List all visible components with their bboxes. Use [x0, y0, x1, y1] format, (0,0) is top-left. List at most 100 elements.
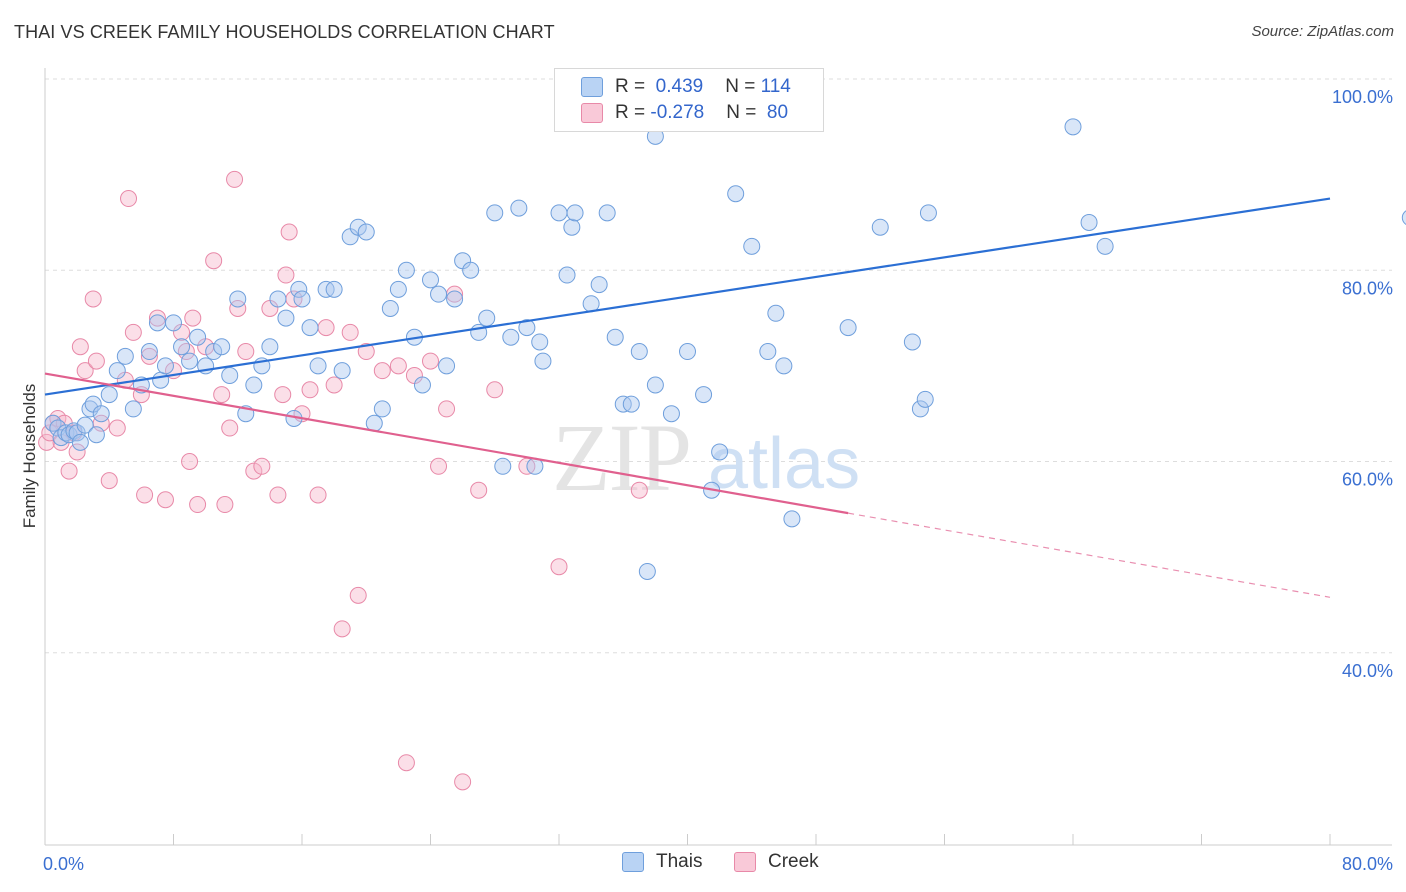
creek-point-42 [274, 386, 292, 404]
creek-point-15 [108, 419, 126, 437]
thais-point-90 [727, 185, 745, 203]
creek-point-12 [87, 352, 105, 370]
creek-point-31 [205, 252, 223, 270]
zipatlas-watermark: ZIP atlas [552, 404, 860, 511]
legend-row-creek: R = -0.278 N = 80 [581, 101, 788, 125]
creek-r-label: R = [615, 102, 651, 123]
creek-point-22 [148, 309, 166, 327]
creek-point-20 [136, 486, 154, 504]
thais-point-86 [679, 343, 696, 361]
thais-point-21 [156, 357, 174, 375]
correlation-legend: R = 0.439 N = 114 R = -0.278 N = 80 [554, 68, 824, 132]
thais-point-47 [357, 223, 375, 241]
trend-lines [44, 197, 1331, 598]
creek-point-41 [269, 486, 287, 504]
thais-point-65 [502, 328, 520, 346]
thais-point-30 [229, 290, 247, 308]
thais-point-41 [309, 357, 327, 375]
thais-point-51 [389, 280, 407, 298]
creek-point-60 [430, 457, 448, 475]
thais-point-91 [743, 237, 761, 255]
creek-point-54 [357, 343, 375, 361]
creek-point-39 [253, 457, 271, 475]
thais-point-25 [189, 328, 207, 346]
tick-labels: 40.0% 60.0% 80.0% 100.0% 0.0% 80.0% [43, 87, 1393, 874]
thais-point-43 [325, 280, 343, 298]
thais-n-label: N = [725, 76, 761, 97]
creek-point-28 [184, 309, 202, 327]
thais-point-67 [518, 319, 536, 337]
thais-point-34 [261, 338, 279, 356]
creek-legend-swatch [734, 852, 756, 872]
thais-legend-swatch [622, 852, 644, 872]
thais-point-74 [566, 204, 584, 222]
thais-point-100 [916, 390, 934, 408]
thais-point-36 [277, 309, 295, 327]
thais-point-29 [221, 366, 239, 384]
thais-point-105 [1401, 210, 1406, 225]
thais-point-14 [108, 362, 126, 380]
thais-point-82 [638, 562, 656, 580]
thais-point-35 [269, 290, 287, 308]
creek-point-8 [68, 443, 86, 461]
thais-point-60 [462, 261, 480, 279]
thais-point-78 [606, 328, 624, 346]
thais-point-16 [124, 400, 142, 418]
creek-point-51 [333, 620, 351, 638]
creek-point-11 [84, 290, 102, 308]
thais-point-98 [903, 333, 921, 351]
thais-r-value: 0.439 [650, 76, 704, 97]
axes [44, 68, 1392, 846]
thais-point-71 [550, 204, 568, 222]
creek-point-44 [280, 223, 298, 241]
thais-point-23 [173, 338, 191, 356]
thais-point-11 [87, 426, 105, 444]
thais-point-63 [486, 204, 504, 222]
thais-point-70 [534, 352, 552, 370]
thais-point-52 [397, 261, 415, 279]
thais-point-81 [630, 343, 648, 361]
thais-trend-line [44, 197, 1331, 396]
chart-title: THAI VS CREEK FAMILY HOUSEHOLDS CORRELAT… [14, 22, 555, 42]
thais-point-97 [871, 218, 889, 236]
creek-point-10 [76, 362, 94, 380]
thais-point-96 [839, 319, 857, 337]
thais-point-102 [1064, 118, 1082, 136]
thais-point-22 [165, 314, 182, 332]
creek-trend-extension [848, 512, 1331, 598]
thais-point-94 [775, 357, 793, 375]
creek-point-26 [177, 343, 195, 361]
creek-point-64 [470, 481, 488, 499]
thais-point-57 [438, 357, 456, 375]
gridlines [45, 78, 1392, 654]
creek-point-34 [221, 419, 239, 437]
thais-point-24 [181, 352, 199, 370]
thais-point-89 [711, 443, 729, 461]
thais-point-85 [662, 405, 680, 423]
thais-point-62 [478, 309, 496, 327]
thais-point-50 [381, 300, 399, 317]
thais-point-32 [245, 376, 263, 394]
thais-point-19 [148, 314, 166, 332]
creek-point-61 [438, 400, 456, 418]
thais-point-27 [205, 343, 223, 361]
thais-point-54 [413, 376, 431, 394]
thais-point-77 [598, 204, 616, 222]
thais-legend-label: Thais [656, 851, 703, 872]
y-tick-label-100: 100.0% [1332, 87, 1393, 107]
thais-swatch [581, 77, 603, 97]
thais-point-95 [783, 510, 801, 528]
creek-point-68 [630, 481, 648, 499]
creek-point-21 [140, 347, 158, 365]
thais-point-40 [301, 319, 319, 337]
thais-point-28 [213, 338, 231, 356]
thais-point-101 [919, 204, 937, 222]
source-attribution: Source: ZipAtlas.com [1251, 23, 1394, 40]
thais-point-72 [558, 266, 576, 284]
creek-r-value: -0.278 [650, 102, 705, 123]
y-tick-label-80: 80.0% [1342, 278, 1393, 298]
creek-point-50 [325, 376, 343, 394]
thais-point-83 [646, 376, 664, 394]
creek-point-36 [229, 300, 247, 317]
thais-point-15 [116, 347, 134, 365]
